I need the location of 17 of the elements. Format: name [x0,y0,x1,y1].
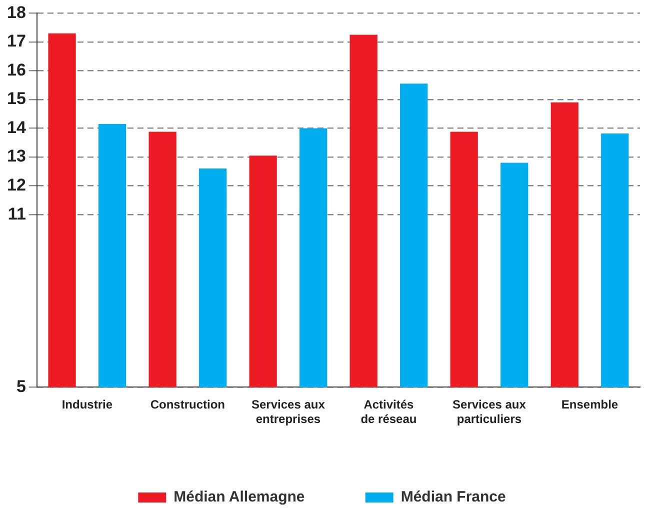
x-tick-label: Activités de réseau [360,398,417,426]
y-tick-label: 5 [16,376,26,396]
x-tick-label: Services aux entreprises [252,398,326,426]
legend-label: Médian Allemagne [174,488,305,506]
y-tick-label: 12 [6,176,26,195]
y-tick-label: 13 [6,146,26,166]
x-tick-label: Industrie [62,398,113,412]
y-tick-label: 15 [6,89,26,108]
x-tick-label: Services aux particuliers [452,398,526,426]
y-tick-label: 14 [6,118,26,137]
x-tick-label: Construction [150,398,226,412]
y-tick-label: 17 [6,32,26,51]
y-tick-label: 11 [8,204,26,224]
legend-label: Médian France [400,488,506,506]
y-tick-label: 18 [6,2,26,22]
x-tick-label: Ensemble [561,398,618,412]
y-tick-label: 16 [6,60,26,80]
